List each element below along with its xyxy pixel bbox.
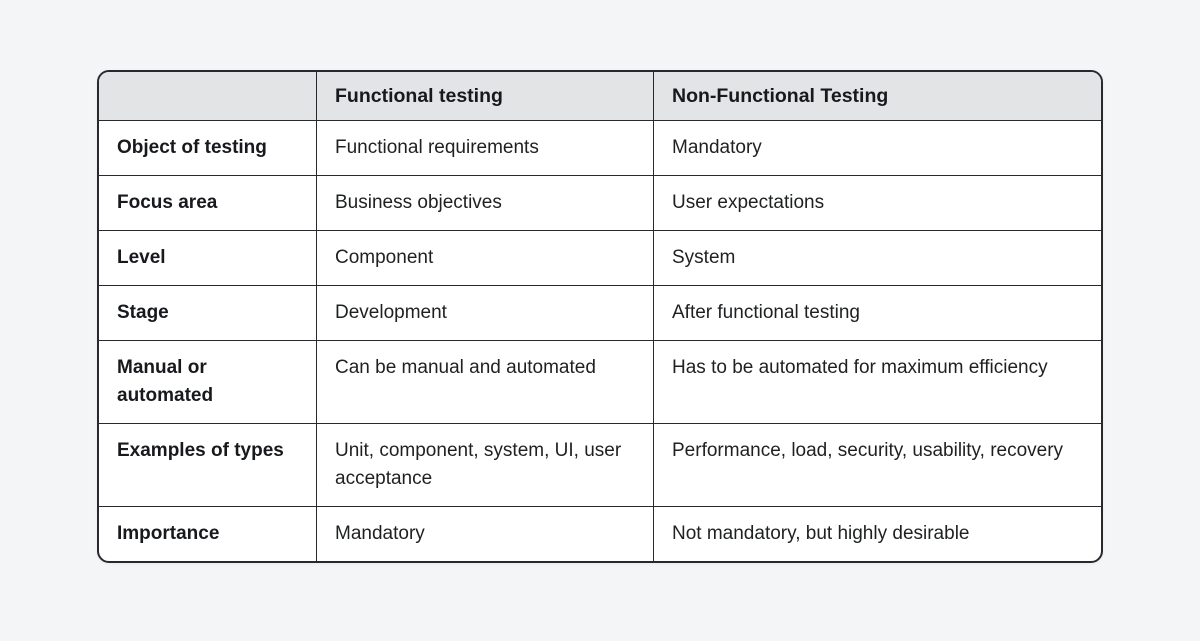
functional-cell: Business objectives xyxy=(317,176,654,231)
table-row-manual-or-automated: Manual or automated Can be manual and au… xyxy=(99,341,1101,424)
table-row-stage: Stage Development After functional testi… xyxy=(99,286,1101,341)
nonfunctional-cell: User expectations xyxy=(654,176,1101,231)
nonfunctional-cell: Not mandatory, but highly desirable xyxy=(672,523,970,544)
nonfunctional-cell: Has to be automated for maximum efficien… xyxy=(654,341,1101,424)
row-label-cell: Object of testing xyxy=(99,121,317,176)
table-row-object-of-testing: Object of testing Functional requirement… xyxy=(99,121,1101,176)
table-row-examples-of-types: Examples of types Unit, component, syste… xyxy=(99,424,1101,507)
testing-comparison-table: Functional testing Non-Functional Testin… xyxy=(99,72,1101,561)
nonfunctional-cell: System xyxy=(654,231,1101,286)
functional-cell: Functional requirements xyxy=(317,121,654,176)
comparison-table: Functional testing Non-Functional Testin… xyxy=(97,70,1103,563)
corner-header-cell xyxy=(99,72,317,121)
row-label-cell: Level xyxy=(99,231,317,286)
header-row: Functional testing Non-Functional Testin… xyxy=(99,72,1101,121)
row-label-cell: Manual or automated xyxy=(99,341,317,424)
nonfunctional-cell: Mandatory xyxy=(654,121,1101,176)
nonfunctional-cell: Performance, load, security, usability, … xyxy=(654,424,1101,507)
table-row-importance: Importance Mandatory Not mandatory, but … xyxy=(99,507,1101,561)
row-label-cell: Focus area xyxy=(99,176,317,231)
nonfunctional-cell: After functional testing xyxy=(654,286,1101,341)
functional-cell: Component xyxy=(317,231,654,286)
table-row-level: Level Component System xyxy=(99,231,1101,286)
functional-cell: Mandatory xyxy=(317,507,654,561)
row-label-cell: Importance xyxy=(99,507,317,561)
functional-cell: Development xyxy=(317,286,654,341)
row-label-cell: Stage xyxy=(99,286,317,341)
nonfunctional-column-header: Non-Functional Testing xyxy=(654,72,1101,121)
functional-cell: Unit, component, system, UI, user accept… xyxy=(317,424,654,507)
table-row-focus-area: Focus area Business objectives User expe… xyxy=(99,176,1101,231)
functional-cell: Can be manual and automated xyxy=(317,341,654,424)
functional-column-header: Functional testing xyxy=(317,72,654,121)
row-label-cell: Examples of types xyxy=(99,424,317,507)
